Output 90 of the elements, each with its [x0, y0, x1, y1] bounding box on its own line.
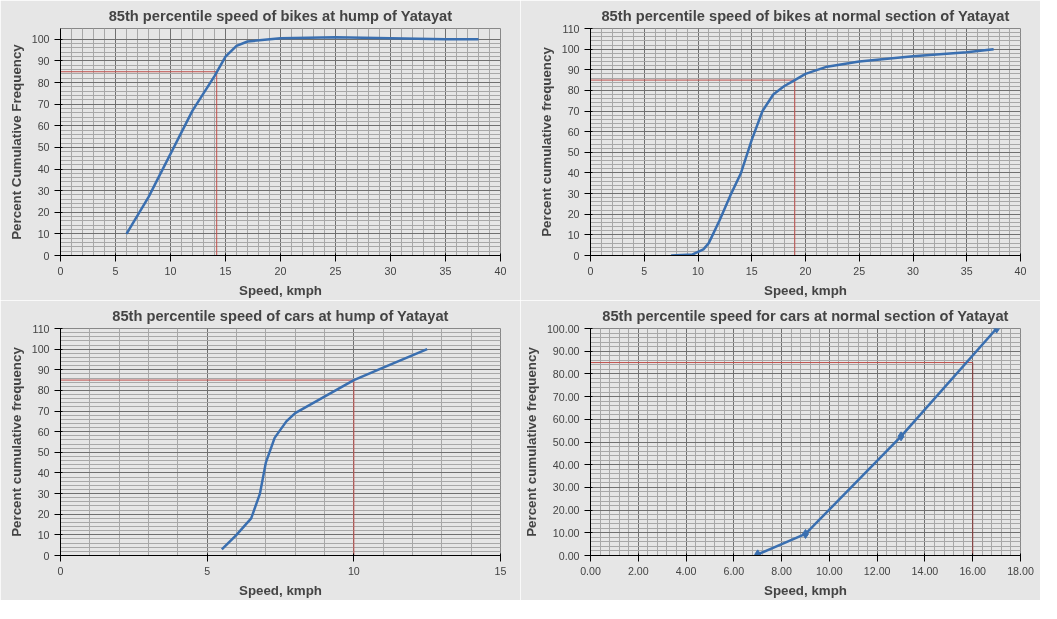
- chart-title: 85th percentile speed of bikes at normal section of Yatayat: [601, 7, 1010, 24]
- y-tick-label: 30.00: [552, 481, 580, 494]
- y-tick-label: 10: [567, 228, 580, 241]
- y-tick-label: 100.00: [546, 322, 580, 335]
- x-tick-label: 15: [494, 564, 507, 577]
- y-tick-label: 100: [31, 33, 50, 46]
- y-tick-label: 30: [37, 184, 50, 197]
- y-tick-label: 50: [37, 446, 50, 459]
- y-tick-label: 20: [37, 206, 50, 219]
- x-tick-label: 5: [112, 264, 119, 277]
- x-tick-label: 8.00: [771, 564, 793, 577]
- x-tick-label: 4.00: [675, 564, 697, 577]
- y-tick-label: 40: [37, 466, 50, 479]
- x-tick-label: 10: [347, 564, 360, 577]
- x-tick-label: 0: [57, 564, 64, 577]
- x-tick-label: 25: [329, 264, 342, 277]
- y-tick-label: 90: [37, 54, 50, 67]
- y-tick-label: 110: [32, 322, 50, 335]
- y-tick-label: 40: [567, 166, 580, 179]
- chart-title: 85th percentile speed of bikes at hump of Yatayat: [108, 7, 453, 24]
- y-tick-label: 50: [37, 141, 50, 154]
- x-tick-label: 30: [384, 264, 397, 277]
- y-tick-label: 40: [37, 163, 50, 176]
- y-tick-label: 80: [37, 384, 50, 397]
- y-tick-label: 60.00: [552, 413, 580, 426]
- y-tick-label: 60: [567, 125, 580, 138]
- y-tick-label: 0: [43, 249, 50, 262]
- x-tick-label: 35: [439, 264, 452, 277]
- y-tick-label: 80: [37, 76, 50, 89]
- x-tick-label: 40: [494, 264, 507, 277]
- chart-title: 85th percentile speed of cars at hump of Yatayat: [112, 307, 449, 324]
- y-tick-label: 10: [37, 528, 50, 541]
- y-tick-label: 30: [567, 187, 580, 200]
- y-tick-label: 10.00: [552, 526, 580, 539]
- x-tick-label: 14.00: [911, 564, 939, 577]
- y-tick-label: 100: [31, 343, 50, 356]
- x-tick-label: 10.00: [816, 564, 843, 577]
- y-axis-title: Percent cumulative frequency: [523, 346, 539, 537]
- y-tick-label: 90: [567, 63, 580, 76]
- y-tick-label: 90: [37, 363, 50, 376]
- y-tick-label: 40.00: [552, 458, 580, 471]
- x-axis-title: Speed, kmph: [239, 282, 322, 298]
- y-tick-label: 60: [37, 119, 50, 132]
- y-tick-label: 0: [43, 549, 50, 562]
- x-tick-label: 5: [641, 264, 648, 277]
- x-tick-label: 10: [692, 264, 704, 277]
- x-tick-label: 25: [853, 264, 866, 277]
- y-tick-label: 70.00: [552, 390, 580, 403]
- y-axis-title: Percent cumulative frequency: [8, 346, 24, 537]
- y-tick-label: 70: [37, 405, 50, 418]
- x-tick-label: 0.00: [580, 564, 601, 577]
- x-tick-label: 15: [219, 264, 232, 277]
- x-tick-label: 2.00: [627, 564, 649, 577]
- y-tick-label: 0: [573, 249, 580, 262]
- x-axis-title: Speed, kmph: [764, 282, 847, 298]
- y-tick-label: 20.00: [552, 504, 580, 517]
- x-tick-label: 0: [57, 264, 64, 277]
- y-tick-label: 50: [567, 146, 580, 159]
- x-tick-label: 12.00: [863, 564, 891, 577]
- y-tick-label: 110: [562, 22, 580, 35]
- y-tick-label: 80.00: [552, 367, 580, 380]
- y-tick-label: 20: [37, 508, 50, 521]
- y-tick-label: 30: [37, 487, 50, 500]
- y-tick-label: 90.00: [552, 345, 580, 358]
- x-tick-label: 16.00: [959, 564, 987, 577]
- y-axis-title: Percent Cumulative Frequency: [8, 43, 24, 240]
- x-tick-label: 15: [745, 264, 758, 277]
- x-tick-label: 18.00: [1007, 564, 1034, 577]
- y-tick-label: 70: [37, 98, 50, 111]
- x-axis-title: Speed, kmph: [239, 582, 322, 598]
- x-tick-label: 20: [799, 264, 812, 277]
- x-tick-label: 6.00: [723, 564, 745, 577]
- y-axis-title: Percent cumulative frequency: [538, 46, 554, 237]
- x-tick-label: 20: [274, 264, 287, 277]
- chart-title: 85th percentile speed for cars at normal section of Yatayat: [602, 307, 1009, 324]
- x-tick-label: 40: [1014, 264, 1027, 277]
- x-tick-label: 0: [587, 264, 594, 277]
- y-tick-label: 70: [567, 105, 580, 118]
- x-tick-label: 10: [164, 264, 177, 277]
- x-axis-title: Speed, kmph: [764, 582, 847, 598]
- x-tick-label: 30: [907, 264, 919, 277]
- y-tick-label: 10: [37, 227, 50, 240]
- y-tick-label: 60: [37, 425, 50, 438]
- x-tick-label: 5: [204, 564, 211, 577]
- y-tick-label: 100: [561, 43, 580, 56]
- y-tick-label: 80: [567, 84, 580, 97]
- y-tick-label: 0.00: [558, 549, 580, 562]
- x-tick-label: 35: [960, 264, 973, 277]
- y-tick-label: 20: [567, 208, 580, 221]
- y-tick-label: 50.00: [552, 436, 580, 448]
